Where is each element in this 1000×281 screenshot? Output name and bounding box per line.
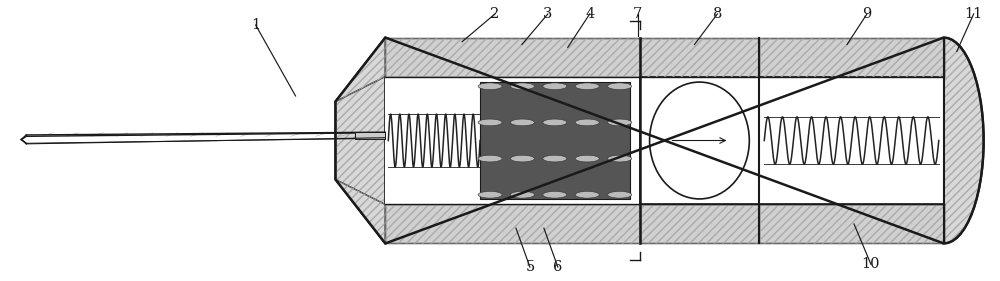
Bar [385, 76, 640, 205]
Text: 8: 8 [713, 7, 722, 21]
Bar [640, 205, 759, 243]
Bar [759, 76, 944, 205]
Polygon shape [335, 180, 385, 243]
Bar [759, 205, 944, 243]
Circle shape [478, 155, 502, 162]
Ellipse shape [650, 82, 749, 199]
Circle shape [543, 83, 567, 90]
Circle shape [608, 155, 632, 162]
Bar [759, 205, 944, 243]
Bar [640, 205, 759, 243]
Text: 5: 5 [525, 260, 535, 274]
Circle shape [543, 155, 567, 162]
Text: 1: 1 [251, 18, 260, 32]
Bar [385, 38, 640, 76]
Circle shape [575, 83, 599, 90]
Circle shape [510, 119, 534, 126]
Circle shape [510, 191, 534, 198]
Circle shape [608, 83, 632, 90]
Text: 11: 11 [965, 7, 983, 21]
Bar [355, 132, 385, 139]
Bar [385, 205, 640, 243]
Circle shape [608, 191, 632, 198]
Polygon shape [385, 76, 944, 205]
Bar [355, 132, 385, 139]
Bar [640, 76, 759, 205]
Circle shape [510, 155, 534, 162]
Circle shape [510, 83, 534, 90]
Text: 10: 10 [862, 257, 880, 271]
Bar [640, 38, 759, 76]
Circle shape [575, 155, 599, 162]
Circle shape [478, 191, 502, 198]
Circle shape [478, 119, 502, 126]
Bar [480, 82, 630, 199]
Text: 3: 3 [543, 7, 553, 21]
Circle shape [608, 119, 632, 126]
Circle shape [543, 119, 567, 126]
Circle shape [575, 191, 599, 198]
Bar [759, 38, 944, 76]
Circle shape [543, 191, 567, 198]
Circle shape [575, 119, 599, 126]
Bar [759, 38, 944, 76]
Text: 9: 9 [862, 7, 872, 21]
Polygon shape [335, 38, 984, 243]
Circle shape [478, 83, 502, 90]
Text: 4: 4 [585, 7, 594, 21]
Bar [640, 38, 759, 76]
Text: 7: 7 [633, 7, 642, 21]
Polygon shape [335, 38, 385, 101]
Bar [385, 205, 640, 243]
Text: 6: 6 [553, 260, 563, 274]
Text: 2: 2 [490, 7, 500, 21]
Bar [385, 38, 640, 76]
